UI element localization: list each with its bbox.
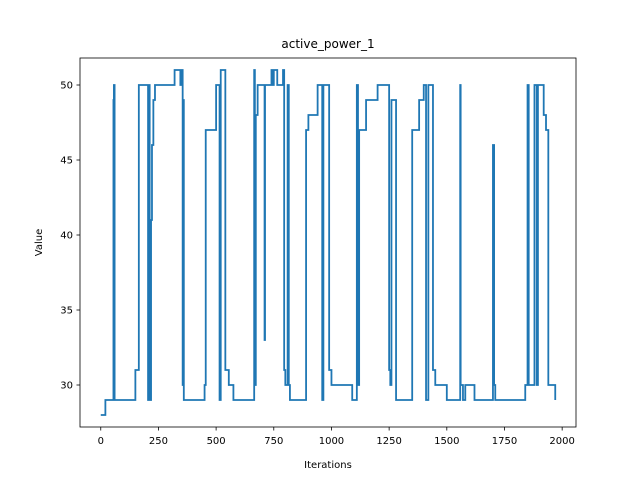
x-tick-label: 1250 bbox=[376, 436, 401, 447]
x-axis-label: Iterations bbox=[304, 460, 352, 471]
y-axis-label: Value bbox=[34, 229, 45, 256]
x-tick-label: 0 bbox=[98, 436, 104, 447]
x-axis: 0 250 500 750 1000 1250 1500 1750 2000 bbox=[98, 427, 575, 447]
y-tick-label: 45 bbox=[60, 156, 73, 167]
series-line bbox=[100, 69, 557, 416]
x-tick-label: 1750 bbox=[492, 436, 517, 447]
x-tick-label: 500 bbox=[207, 436, 226, 447]
y-tick-label: 50 bbox=[60, 81, 73, 92]
x-tick-label: 1000 bbox=[319, 436, 344, 447]
y-tick-label: 40 bbox=[60, 231, 73, 242]
x-tick-label: 750 bbox=[264, 436, 283, 447]
x-tick-label: 1500 bbox=[434, 436, 459, 447]
plot-area bbox=[100, 69, 557, 416]
plot-frame bbox=[79, 57, 577, 428]
y-tick-label: 30 bbox=[60, 381, 73, 392]
x-tick-label: 2000 bbox=[549, 436, 574, 447]
y-axis: 30 35 40 45 50 bbox=[60, 81, 80, 392]
y-tick-label: 35 bbox=[60, 306, 73, 317]
chart-title: active_power_1 bbox=[281, 37, 374, 51]
x-tick-label: 250 bbox=[149, 436, 168, 447]
